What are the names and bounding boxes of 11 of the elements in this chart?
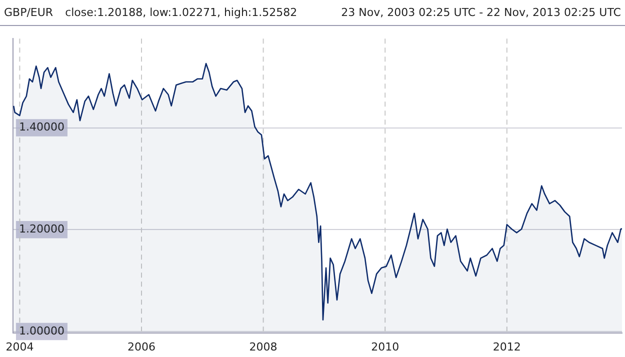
x-tick-label: 2010: [371, 340, 400, 354]
y-tick-label: 1.00000: [19, 324, 64, 338]
x-tick-label: 2006: [128, 340, 156, 354]
x-tick-label: 2008: [249, 340, 278, 354]
text: 23 Nov, 2003 02:25 UTC - 22 Nov, 2013 02:25 UTC: [341, 6, 621, 19]
chart-title: GBP/EUR: [4, 6, 54, 19]
x-tick-label: 2012: [492, 340, 521, 354]
y-tick-label: 1.20000: [19, 222, 64, 236]
y-tick-label: 1.40000: [19, 120, 64, 134]
chart-subtitle: close:1.20188, low:1.02271, high:1.52582: [65, 6, 298, 19]
x-tick-label: 2004: [6, 340, 34, 354]
